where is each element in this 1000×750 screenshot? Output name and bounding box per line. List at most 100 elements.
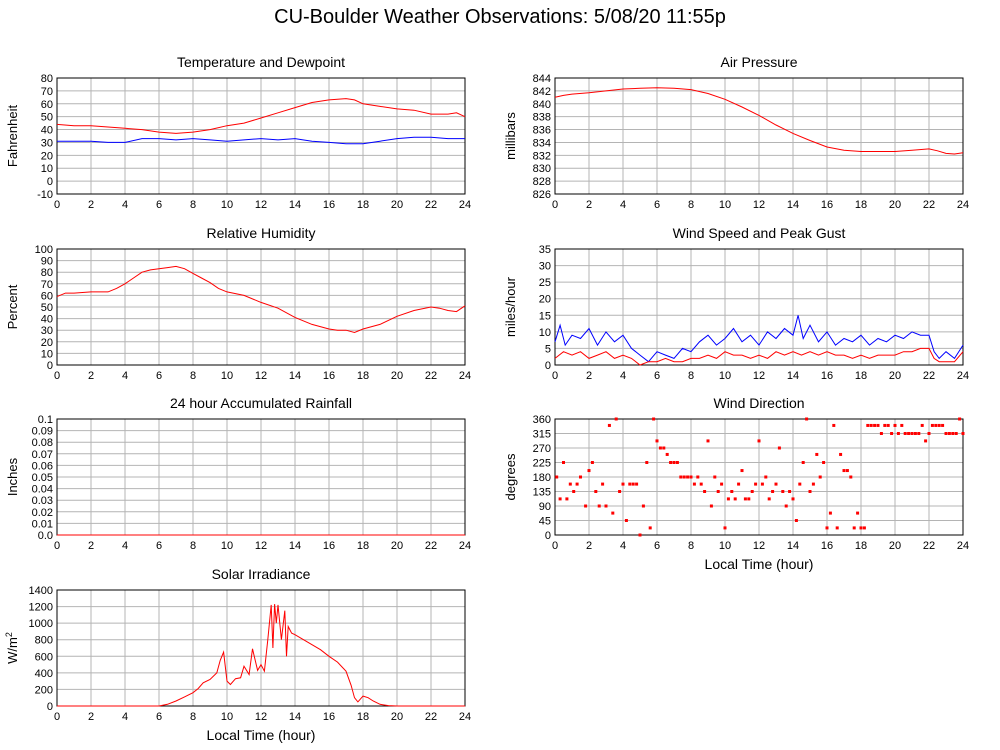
solar-xtick-label-0: 0 — [54, 711, 60, 723]
solar-ytick-label-4: 800 — [35, 635, 53, 647]
pressure-ytick-label-8: 842 — [533, 86, 551, 98]
winddir-point-15 — [607, 423, 611, 427]
temp-xtick-label-7: 14 — [289, 199, 301, 211]
pressure-ytick-label-3: 832 — [533, 150, 551, 162]
winddir-point-52 — [733, 497, 737, 501]
solar-series-0-line — [57, 604, 465, 707]
rain-ytick-label-7: 0.07 — [32, 449, 53, 461]
winddir-point-31 — [662, 446, 666, 450]
winddir-point-76 — [815, 452, 819, 456]
rain-xtick-label-11: 22 — [425, 540, 437, 552]
winddir-point-91 — [866, 423, 870, 427]
humidity-ytick-label-4: 40 — [41, 314, 53, 326]
winddir-point-95 — [879, 432, 883, 435]
winddir-point-111 — [934, 423, 938, 427]
humidity-xtick-label-3: 6 — [156, 370, 162, 382]
winddir-point-58 — [754, 482, 758, 486]
winddir-ytick-label-6: 270 — [533, 443, 551, 455]
winddir-ytick-label-7: 315 — [533, 429, 551, 441]
winddir-point-32 — [665, 452, 669, 456]
winddir-point-99 — [893, 423, 897, 427]
winddir-point-104 — [910, 432, 914, 435]
winddir-point-113 — [941, 423, 945, 427]
temp-chart: Temperature and Dewpoint-100102030405060… — [5, 54, 471, 211]
humidity-xtick-label-10: 20 — [391, 370, 403, 382]
temp-xtick-label-6: 12 — [255, 199, 267, 211]
rain-ytick-label-8: 0.08 — [32, 437, 53, 449]
humidity-ytick-label-7: 70 — [41, 279, 53, 291]
pressure-xtick-label-5: 10 — [719, 199, 731, 211]
winddir-point-54 — [740, 469, 744, 473]
winddir-point-47 — [716, 490, 720, 493]
winddir-point-68 — [788, 490, 792, 493]
winddir-point-44 — [706, 439, 710, 443]
winddir-point-4 — [568, 482, 572, 486]
wind-xtick-label-7: 14 — [787, 370, 799, 382]
winddir-point-109 — [927, 432, 931, 435]
wind-xtick-label-0: 0 — [552, 370, 558, 382]
winddir-point-14 — [604, 504, 608, 508]
winddir-point-5 — [572, 490, 576, 493]
winddir-ytick-label-4: 180 — [533, 472, 551, 484]
solar-xtick-label-2: 4 — [122, 711, 128, 723]
winddir-xtick-label-9: 18 — [855, 540, 867, 552]
winddir-ytick-label-3: 135 — [533, 487, 551, 499]
winddir-point-61 — [764, 475, 768, 479]
solar-ylabel-superscript: 2 — [4, 632, 14, 637]
winddir-point-107 — [920, 423, 924, 427]
wind-ytick-label-5: 25 — [539, 277, 551, 289]
temp-series-0-line — [56, 98, 466, 134]
pressure-xtick-label-12: 24 — [957, 199, 969, 211]
rain-xtick-label-7: 14 — [289, 540, 301, 552]
winddir-point-78 — [822, 461, 826, 464]
pressure-ytick-label-9: 844 — [533, 73, 551, 85]
winddir-point-56 — [747, 497, 751, 501]
pressure-series-0-line — [554, 87, 964, 155]
winddir-xtick-label-3: 6 — [654, 540, 660, 552]
humidity-ytick-label-10: 100 — [35, 244, 53, 256]
wind-xtick-label-8: 16 — [821, 370, 833, 382]
winddir-point-87 — [852, 526, 856, 530]
winddir-xtick-label-4: 8 — [688, 540, 694, 552]
winddir-point-36 — [679, 475, 683, 479]
winddir-point-19 — [621, 482, 625, 486]
pressure-xtick-label-9: 18 — [855, 199, 867, 211]
winddir-point-55 — [743, 497, 747, 501]
pressure-xtick-label-0: 0 — [552, 199, 558, 211]
winddir-point-80 — [828, 511, 832, 515]
humidity-xtick-label-2: 4 — [122, 370, 128, 382]
winddir-point-10 — [590, 461, 594, 464]
rain-xtick-label-8: 16 — [323, 540, 335, 552]
winddir-point-74 — [808, 490, 812, 493]
solar-xtick-label-5: 10 — [221, 711, 233, 723]
humidity-xtick-label-11: 22 — [425, 370, 437, 382]
winddir-ytick-label-8: 360 — [533, 414, 551, 426]
wind-ytick-label-0: 0 — [545, 360, 551, 372]
winddir-xtick-label-5: 10 — [719, 540, 731, 552]
wind-series-0-line — [554, 315, 964, 363]
solar-ylabel: W/m2 — [4, 632, 20, 664]
winddir-point-38 — [686, 475, 690, 479]
solar-ytick-label-5: 1000 — [29, 618, 53, 630]
winddir-point-9 — [587, 469, 591, 473]
winddir-point-35 — [675, 461, 679, 464]
wind-xtick-label-11: 22 — [923, 370, 935, 382]
winddir-point-48 — [720, 482, 724, 486]
humidity-ytick-label-9: 90 — [41, 256, 53, 268]
winddir-point-97 — [886, 423, 890, 427]
temp-ytick-label-0: -10 — [37, 189, 53, 201]
winddir-xtick-label-12: 24 — [957, 540, 969, 552]
winddir-ytick-label-0: 0 — [545, 530, 551, 542]
winddir-point-7 — [579, 475, 582, 479]
temp-ytick-label-4: 30 — [41, 137, 53, 149]
winddir-point-88 — [856, 511, 860, 515]
winddir-point-93 — [873, 423, 877, 427]
winddir-xtick-label-7: 14 — [787, 540, 799, 552]
solar-ytick-label-6: 1200 — [29, 602, 53, 614]
solar-xtick-label-7: 14 — [289, 711, 301, 723]
winddir-point-96 — [883, 423, 887, 427]
temp-title: Temperature and Dewpoint — [177, 54, 345, 70]
temp-xtick-label-2: 4 — [122, 199, 128, 211]
humidity-xtick-label-4: 8 — [190, 370, 196, 382]
rain-title: 24 hour Accumulated Rainfall — [170, 395, 352, 411]
